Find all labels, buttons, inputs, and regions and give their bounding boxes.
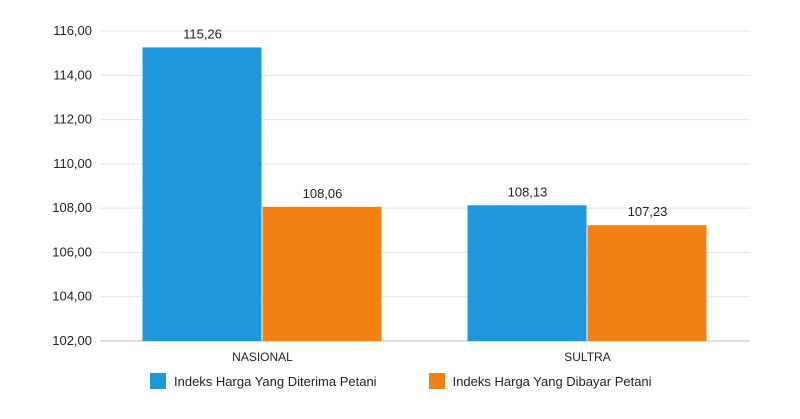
legend-swatch-paid [428,373,445,389]
y-tick-label: 116,00 [53,23,92,38]
y-tick-label: 112,00 [53,112,92,127]
bar-received-nasional [142,47,262,342]
data-label: 115,26 [183,26,222,41]
legend-swatch-received [150,373,166,389]
legend-label-received: Indeks Harga Yang Diterima Petani [174,373,377,389]
bar-paid-nasional [262,206,382,341]
data-labels: 115,26 108,06 108,13 107,23 [183,26,667,219]
bar-paid-sultra [587,225,707,341]
legend: Indeks Harga Yang Diterima Petani Indeks… [150,373,652,389]
data-label: 108,13 [508,184,548,199]
y-tick-label: 110,00 [53,156,92,171]
x-tick-label: SULTRA [564,350,610,364]
x-axis-ticks: NASIONAL SULTRA [232,350,611,364]
y-tick-label: 106,00 [52,244,92,259]
bar-chart-svg: 102,00 104,00 106,00 108,00 110,00 112,00 114,… [52,23,750,364]
data-label: 107,23 [628,204,668,219]
bar-received-sultra [467,205,587,341]
y-tick-label: 108,00 [52,200,92,215]
y-tick-label: 104,00 [52,289,92,304]
y-tick-label: 114,00 [53,67,92,82]
y-tick-label: 102,00 [52,333,92,348]
data-label: 108,06 [303,186,343,201]
bars [142,47,707,342]
x-tick-label: NASIONAL [232,350,293,364]
legend-item-received: Indeks Harga Yang Diterima Petani [150,373,377,389]
legend-item-paid: Indeks Harga Yang Dibayar Petani [428,373,652,389]
legend-label-paid: Indeks Harga Yang Dibayar Petani [452,373,652,389]
y-axis-ticks: 102,00 104,00 106,00 108,00 110,00 112,00 114,… [52,23,92,348]
